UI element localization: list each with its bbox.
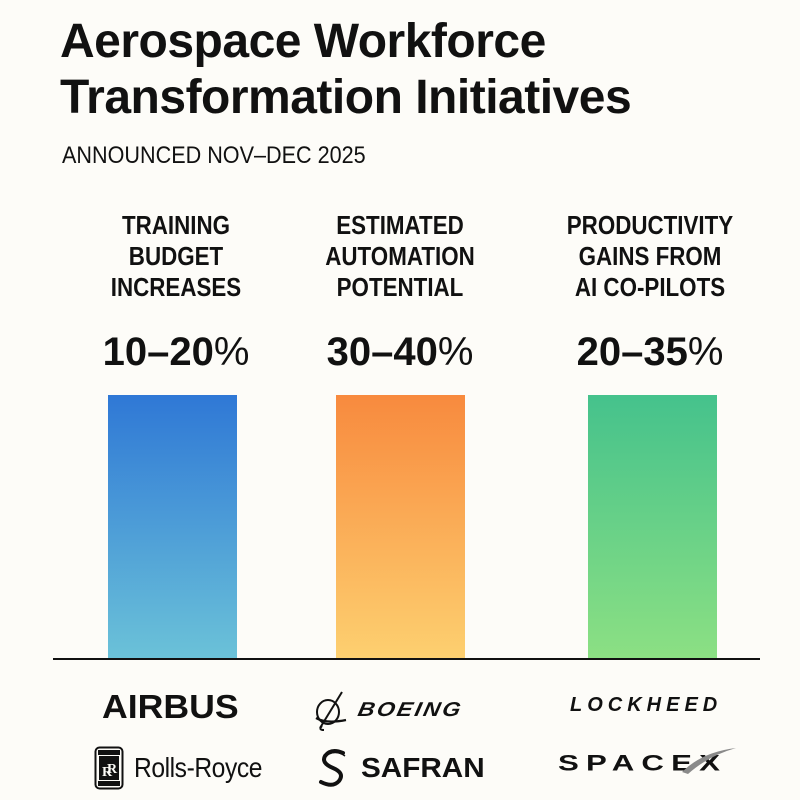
rolls-royce-logo: R R Rolls-Royce [94,746,279,790]
spacex-swoosh-icon [682,748,736,774]
subtitle: ANNOUNCED NOV–DEC 2025 [62,142,366,169]
boeing-emblem-icon [315,691,347,731]
header-line: AI CO-PILOTS [574,272,726,302]
bar-productivity-gains [588,395,717,659]
svg-text:R: R [107,762,118,777]
page-title: Aerospace Workforce Transformation Initi… [60,14,632,126]
bar-training-budget [108,395,237,659]
header-line: TRAINING [121,210,231,240]
bar-automation-potential [336,395,465,659]
value-label-training: 10–20% [46,328,306,376]
boeing-wordmark: BOEING [355,698,465,721]
lockheed-wordmark: LOCKHEED [570,694,723,716]
airbus-logo: AIRBUS [102,688,239,726]
value-range: 20–35 [576,330,688,374]
value-unit: % [213,330,250,374]
value-unit: % [687,330,724,374]
value-label-automation: 30–40% [270,328,530,376]
value-label-productivity: 20–35% [520,328,780,376]
header-line: AUTOMATION [325,241,475,271]
x-axis-baseline [53,658,760,660]
safran-wordmark: SAFRAN [361,752,485,783]
header-line: BUDGET [128,241,224,271]
title-line-2: Transformation Initiatives [60,71,632,124]
rolls-royce-wordmark: Rolls-Royce [134,752,262,783]
safran-emblem-icon [319,749,346,787]
column-header-productivity: PRODUCTIVITY GAINS FROM AI CO-PILOTS [538,210,762,303]
title-line-1: Aerospace Workforce [60,15,546,68]
header-line: ESTIMATED [336,210,464,240]
header-line: PRODUCTIVITY [566,210,734,240]
column-header-automation: ESTIMATED AUTOMATION POTENTIAL [288,210,512,303]
value-range: 10–20 [102,330,214,374]
boeing-logo: BOEING [312,688,465,732]
safran-logo: SAFRAN [317,748,485,788]
lockheed-logo: LOCKHEED [570,694,722,717]
spacex-logo: SPACEX [558,748,736,779]
svg-text:R: R [102,765,113,780]
header-line: INCREASES [110,272,242,302]
header-line: GAINS FROM [578,241,722,271]
value-range: 30–40 [326,330,438,374]
header-line: POTENTIAL [336,272,464,302]
rolls-royce-emblem-icon: R R [94,746,124,790]
airbus-wordmark: AIRBUS [102,688,239,725]
column-header-training: TRAINING BUDGET INCREASES [64,210,288,303]
value-unit: % [437,330,474,374]
